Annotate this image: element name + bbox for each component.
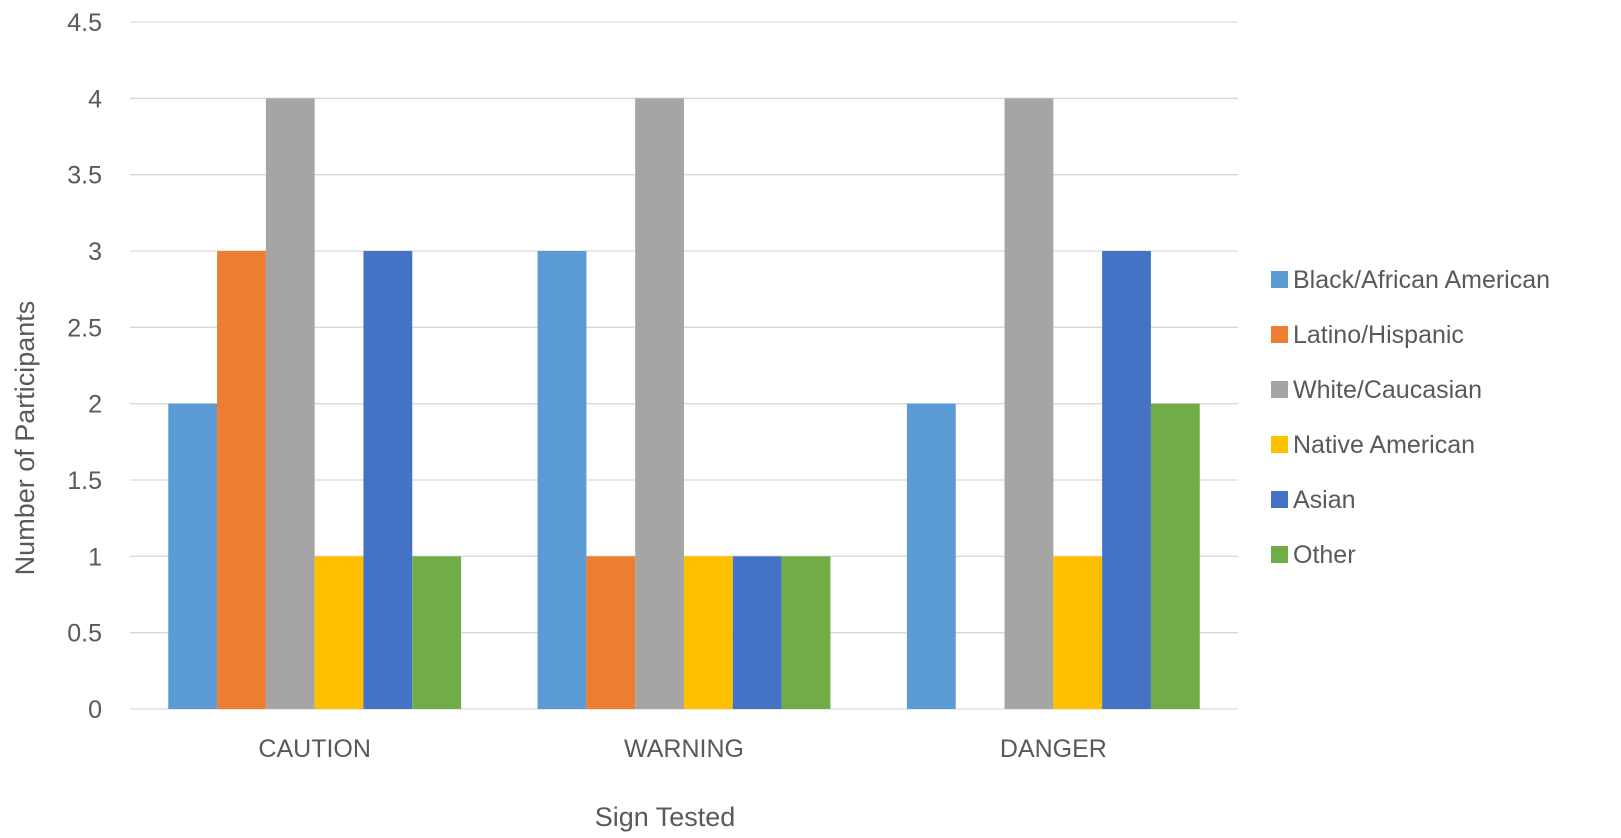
- x-tick-label: WARNING: [624, 735, 744, 763]
- bar-caution-white-caucasian: [265, 98, 315, 710]
- bar-warning-black-african-american: [537, 251, 587, 709]
- x-axis-ticks: CAUTION WARNING DANGER: [258, 735, 1106, 763]
- legend-swatch-asian: [1271, 491, 1288, 508]
- bar-caution-other: [412, 556, 462, 709]
- y-tick-label: 0.5: [67, 620, 102, 648]
- y-axis-ticks: 0 0.5 1 1.5 2 2.5 3 3.5 4 4.5: [67, 9, 102, 724]
- bar-danger-black-african-american: [906, 403, 956, 709]
- legend-label-other: Other: [1293, 541, 1356, 569]
- bar-danger-other: [1150, 403, 1200, 709]
- legend-label-native-american: Native American: [1293, 431, 1475, 459]
- y-tick-label: 3.5: [67, 162, 102, 190]
- legend-swatch-white-caucasian: [1271, 381, 1288, 398]
- bar-danger-asian: [1102, 251, 1151, 709]
- x-tick-label: DANGER: [1000, 735, 1107, 763]
- bar-warning-latino-hispanic: [586, 556, 636, 709]
- y-tick-label: 4: [88, 85, 102, 113]
- legend-swatch-latino-hispanic: [1271, 326, 1288, 343]
- bar-warning-native-american: [684, 556, 733, 709]
- legend-label-black-african-american: Black/African American: [1293, 266, 1550, 294]
- y-tick-label: 4.5: [67, 9, 102, 37]
- y-tick-label: 1: [88, 543, 102, 571]
- y-axis-title: Number of Participants: [10, 301, 40, 576]
- y-tick-label: 2.5: [67, 314, 102, 342]
- bar-danger-native-american: [1053, 556, 1103, 709]
- legend-label-asian: Asian: [1293, 486, 1356, 514]
- legend-swatch-black-african-american: [1271, 271, 1288, 288]
- bar-caution-black-african-american: [168, 403, 218, 709]
- legend-label-white-caucasian: White/Caucasian: [1293, 376, 1482, 404]
- bar-warning-asian: [732, 556, 782, 709]
- bar-caution-asian: [363, 251, 413, 709]
- x-axis-title: Sign Tested: [595, 802, 736, 832]
- y-tick-label: 1.5: [67, 467, 102, 495]
- bar-warning-other: [781, 556, 831, 709]
- y-tick-label: 0: [88, 696, 102, 724]
- x-tick-label: CAUTION: [258, 735, 371, 763]
- bars: [168, 98, 1200, 710]
- legend-swatch-other: [1271, 546, 1288, 563]
- y-tick-label: 2: [88, 391, 102, 419]
- bar-caution-native-american: [314, 556, 364, 709]
- legend-label-latino-hispanic: Latino/Hispanic: [1293, 321, 1464, 349]
- legend-swatch-native-american: [1271, 436, 1288, 453]
- legend: Black/African American Latino/Hispanic Whi…: [1271, 266, 1550, 569]
- y-tick-label: 3: [88, 238, 102, 266]
- bar-danger-white-caucasian: [1004, 98, 1054, 710]
- bar-caution-latino-hispanic: [217, 251, 266, 709]
- bar-warning-white-caucasian: [635, 98, 684, 710]
